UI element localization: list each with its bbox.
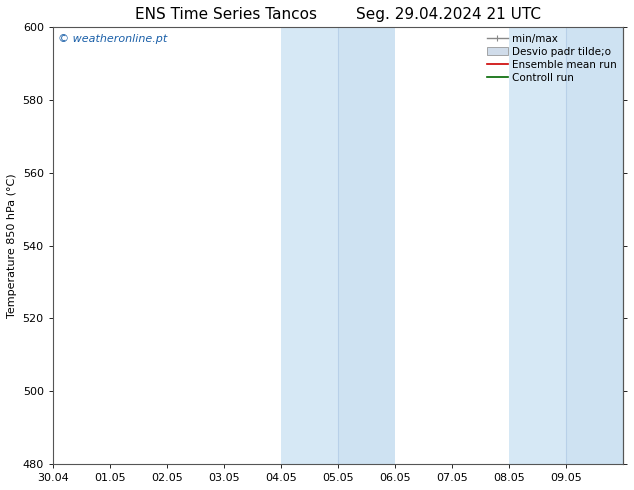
Bar xyxy=(566,27,623,464)
Title: ENS Time Series Tancos        Seg. 29.04.2024 21 UTC: ENS Time Series Tancos Seg. 29.04.2024 2… xyxy=(135,7,541,22)
Legend: min/max, Desvio padr tilde;o, Ensemble mean run, Controll run: min/max, Desvio padr tilde;o, Ensemble m… xyxy=(482,29,621,87)
Bar xyxy=(338,27,395,464)
Bar xyxy=(281,27,338,464)
Y-axis label: Temperature 850 hPa (°C): Temperature 850 hPa (°C) xyxy=(7,173,17,318)
Text: © weatheronline.pt: © weatheronline.pt xyxy=(58,34,168,44)
Bar xyxy=(509,27,566,464)
